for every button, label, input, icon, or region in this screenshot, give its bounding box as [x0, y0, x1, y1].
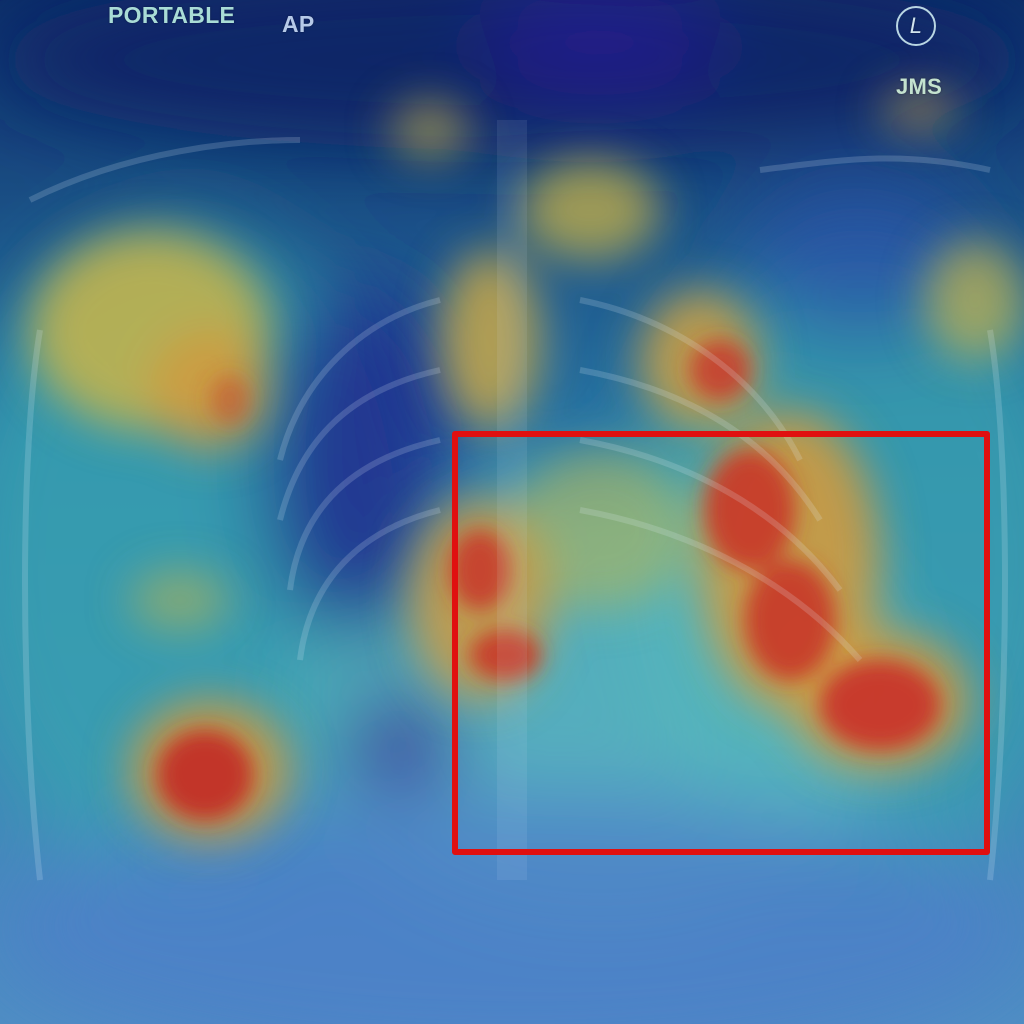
- technician-initials: JMS: [896, 74, 943, 99]
- region-of-interest-box: [452, 431, 990, 855]
- heatmap-warm-layer: [30, 90, 1024, 840]
- anatomy-outline: [22, 120, 1008, 881]
- heatmap-hot-layer: [157, 340, 940, 820]
- projection-label: AP: [282, 11, 315, 37]
- side-marker: L: [896, 6, 936, 46]
- portable-label: PORTABLE: [108, 2, 236, 28]
